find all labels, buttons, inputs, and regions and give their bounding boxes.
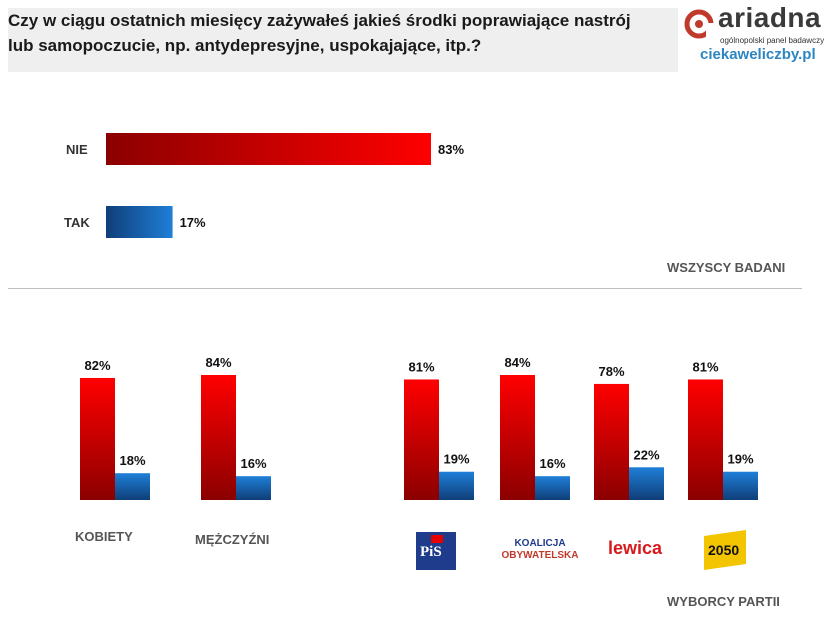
value-label-nie-party-1: 84%	[504, 355, 530, 370]
bar-nie-gender-1	[201, 375, 236, 500]
bar-tak-gender-0	[115, 473, 150, 500]
category-label-mezczyzni: MĘŻCZYŹNI	[195, 532, 270, 547]
value-label-tak-party-3: 19%	[727, 452, 753, 467]
lewica-logo-text: lewica	[608, 538, 663, 558]
value-label-nie-party-2: 78%	[598, 364, 624, 379]
value-label-nie-gender-1: 84%	[205, 355, 231, 370]
bar-tak-party-1	[535, 476, 570, 500]
pis-logo: PiS	[416, 532, 456, 570]
value-label-tak: 17%	[180, 215, 206, 230]
bar-tak	[106, 206, 173, 238]
bar-nie-gender-0	[80, 377, 115, 500]
bar-tak-party-0	[439, 471, 474, 500]
bar-nie-party-1	[500, 375, 535, 500]
value-label-nie-party-0: 81%	[408, 359, 434, 374]
value-label-nie-party-3: 81%	[692, 359, 718, 374]
bar-tak-party-2	[629, 467, 664, 500]
section-label-all: WSZYSCY BADANI	[667, 260, 786, 275]
title-banner	[8, 8, 678, 72]
ariadna-logo: ariadna ogólnopolski panel badawczy ciek…	[684, 2, 825, 68]
value-label-tak-party-1: 16%	[539, 456, 565, 471]
ko-logo: KOALICJA OBYWATELSKA	[498, 538, 582, 568]
bar-nie-party-2	[594, 383, 629, 500]
value-label-tak-party-2: 22%	[633, 447, 659, 462]
pis-logo-flag	[431, 535, 443, 543]
chart-title: Czy w ciągu ostatnich miesięcy zażywałeś…	[8, 11, 631, 55]
bar-nie-party-0	[404, 379, 439, 500]
p2050-logo-shape	[704, 530, 746, 570]
bar-tak-party-3	[723, 471, 758, 500]
brand-site: ciekaweliczby.pl	[700, 46, 816, 63]
ko-logo-line2: OBYWATELSKA	[501, 550, 579, 561]
brand-name: ariadna	[718, 2, 822, 33]
p2050-logo: 2050	[704, 530, 746, 570]
brand-tagline: ogólnopolski panel badawczy	[720, 36, 825, 45]
bar-label-tak: TAK	[64, 215, 90, 230]
value-label-tak-gender-0: 18%	[119, 453, 145, 468]
pis-logo-text: PiS	[420, 544, 442, 560]
section-label-parties: WYBORCY PARTII	[667, 594, 780, 609]
bar-tak-gender-1	[236, 476, 271, 500]
ko-logo-line1: KOALICJA	[514, 538, 566, 549]
category-label-kobiety: KOBIETY	[75, 529, 133, 544]
bar-nie-party-3	[688, 379, 723, 500]
bar-label-nie: NIE	[66, 142, 88, 157]
value-label-tak-gender-1: 16%	[240, 456, 266, 471]
value-label-nie: 83%	[438, 142, 464, 157]
p2050-logo-text: 2050	[708, 542, 740, 558]
value-label-tak-party-0: 19%	[443, 452, 469, 467]
section-divider	[8, 288, 802, 289]
value-label-nie-gender-0: 82%	[84, 358, 110, 373]
ariadna-icon	[684, 9, 714, 39]
lewica-logo: lewica	[608, 538, 678, 562]
bar-nie	[106, 133, 431, 165]
